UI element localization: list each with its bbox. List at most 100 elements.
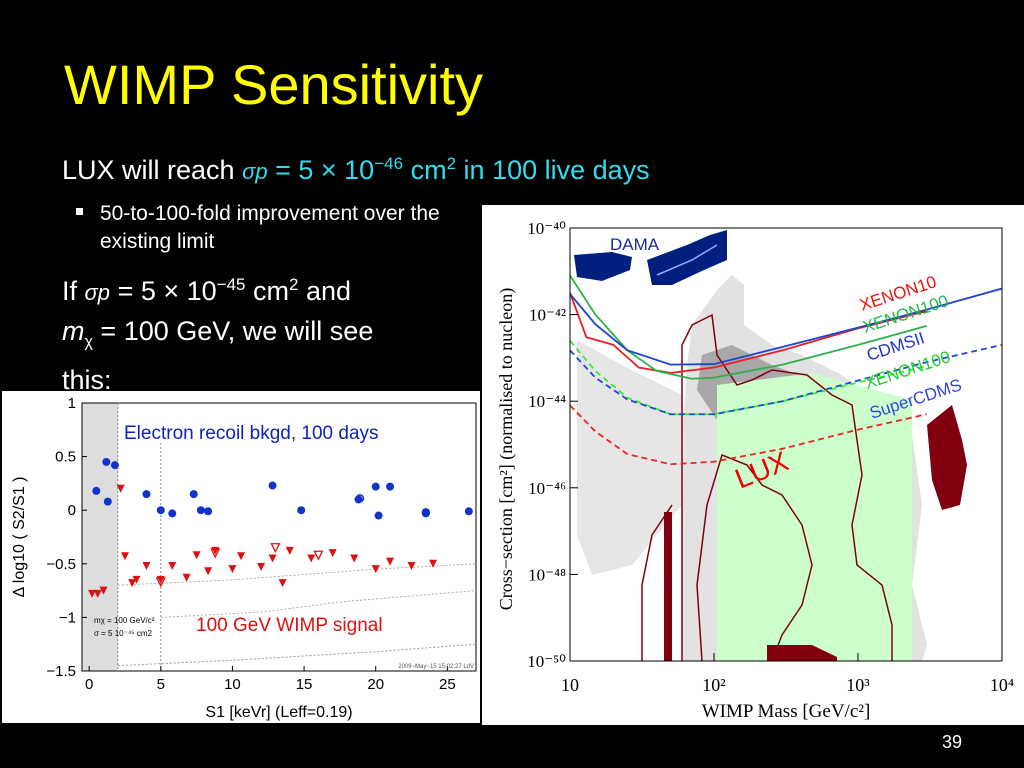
plot-frame [569, 227, 1003, 662]
signal-point [307, 554, 316, 563]
y-tick-label: 10⁻⁴⁴ [528, 392, 566, 411]
lux-reach-suffix: in 100 live days [463, 155, 650, 185]
bullet-square-icon [76, 207, 83, 215]
lux-reach-unit-exp: 2 [446, 154, 457, 173]
background-point [168, 509, 177, 518]
y-tick-label: −1 [59, 609, 76, 626]
inset-sigma-label: σ = 5 10⁻⁴⁵ cm2 [94, 629, 152, 638]
limit-curve [570, 340, 927, 416]
contour-line-2 [696, 453, 813, 661]
signal-point [386, 557, 395, 566]
signal-point [116, 484, 125, 493]
dama-region-low [574, 252, 632, 281]
excluded-grey-region-left [577, 340, 687, 575]
signal-point [268, 554, 277, 563]
contour-line-3 [641, 504, 673, 661]
y-tick-label: 10⁻⁵⁰ [527, 652, 566, 671]
signal-point [237, 552, 246, 561]
background-point [464, 507, 473, 516]
exclusion-plot-chart: 10 10² 10³ 10⁴ 10⁻⁴⁰ 10⁻⁴² 10⁻⁴⁴ 10⁻⁴⁶ 10⁻⁴⁸ 10⁻⁵… [496, 219, 1014, 722]
limit-curve [570, 292, 927, 374]
para-sigma-symbol: σp [84, 280, 111, 305]
background-point [142, 490, 151, 499]
background-point [156, 506, 165, 515]
sigma-symbol: σp [242, 159, 268, 184]
signal-point-open [210, 548, 221, 559]
lux-band [717, 373, 912, 661]
scenario-paragraph: If σp = 5 × 10−45 cm2 and mχ = 100 GeV, … [62, 266, 422, 399]
background-point [371, 482, 380, 491]
y-tick-label: −0.5 [46, 556, 76, 573]
y-tick-label: 0 [68, 502, 76, 519]
x-tick-label: 10² [702, 675, 725, 695]
limit-curve [570, 275, 927, 380]
lux-reach-value: = 5 × 10 [275, 155, 375, 185]
signal-point [142, 561, 151, 570]
y-tick-label: 10⁻⁴⁶ [528, 479, 566, 498]
background-point [204, 507, 213, 516]
y-axis-label: Δ log10 ( S2/S1 ) [11, 477, 28, 598]
x-tick-label: 20 [367, 676, 384, 693]
signal-point-open [313, 550, 324, 561]
background-point [196, 506, 205, 515]
para-mass: = 100 GeV, we will see this: [62, 316, 374, 396]
s2s1-scatter-panel: 0 5 10 15 20 25 1 0.5 0 −0.5 −1 −1.5 S1 [keVr] (Leff… [2, 391, 480, 723]
y-tick-label: −1.5 [46, 663, 76, 680]
y-tick-label: 1 [68, 395, 76, 412]
signal-point [350, 554, 359, 563]
nr-median-line [117, 563, 477, 586]
inset-mass-label: mχ = 100 GeV/c² [94, 616, 155, 625]
timestamp-label: 2009−May−15 15:02:27 LdV [398, 664, 474, 670]
signal-point [128, 579, 137, 588]
limit-curve [570, 287, 1002, 366]
dark-red-blob [927, 405, 967, 510]
bullet-text: 50-to-100-fold improvement over the exis… [100, 202, 440, 253]
signal-point [407, 561, 416, 570]
background-point [103, 497, 112, 506]
x-tick-label: 10 [224, 676, 241, 693]
background-point [102, 457, 111, 466]
y-tick-label: 10⁻⁴⁰ [527, 219, 566, 238]
threshold-band [82, 403, 118, 671]
para-if: If [62, 276, 78, 306]
x-tick-label: 10⁴ [990, 675, 1014, 695]
x-tick-label: 15 [296, 676, 313, 693]
background-point-open [421, 508, 431, 517]
lux-reach-line: LUX will reach σp = 5 × 10−46 cm2 in 100… [62, 154, 650, 186]
dark-red-strip [664, 512, 672, 661]
plot-frame [81, 402, 477, 672]
para-m: m [62, 316, 85, 346]
signal-point [93, 589, 102, 598]
dama-label: DAMA [610, 235, 660, 254]
background-point [386, 482, 395, 491]
signal-point [182, 573, 191, 582]
signal-point [228, 565, 237, 574]
lux-reach-exp: −46 [374, 154, 404, 173]
nr-lower-line [160, 590, 477, 618]
signal-point [204, 567, 213, 576]
lower-acceptance-line [117, 643, 477, 667]
x-tick-label: 25 [439, 676, 456, 693]
y-tick-label: 0.5 [55, 449, 76, 466]
background-point [110, 461, 119, 470]
signal-point [328, 549, 337, 558]
dama-contour [656, 244, 718, 276]
signal-point [285, 546, 294, 555]
x-tick-label: 10 [561, 675, 579, 695]
x-tick-label: 0 [85, 676, 93, 693]
para-and: and [306, 276, 352, 306]
background-point [189, 490, 198, 499]
contour-line-1 [681, 313, 893, 661]
signal-point [132, 575, 141, 584]
x-tick-label: 10³ [846, 675, 870, 695]
y-tick-label: 10⁻⁴² [529, 306, 566, 325]
plot-area [570, 230, 1002, 661]
signal-point [429, 559, 438, 568]
signal-point [192, 551, 201, 560]
y-axis-label: Cross−section [cm²] (normalised to nucle… [496, 288, 517, 610]
bullet-item: 50-to-100-fold improvement over the exis… [76, 200, 440, 253]
dark-red-bottom [767, 645, 837, 661]
x-axis-label: S1 [keVr] (Leff=0.19) [205, 704, 352, 721]
signal-point [278, 579, 287, 588]
para-unit: cm [253, 276, 290, 306]
